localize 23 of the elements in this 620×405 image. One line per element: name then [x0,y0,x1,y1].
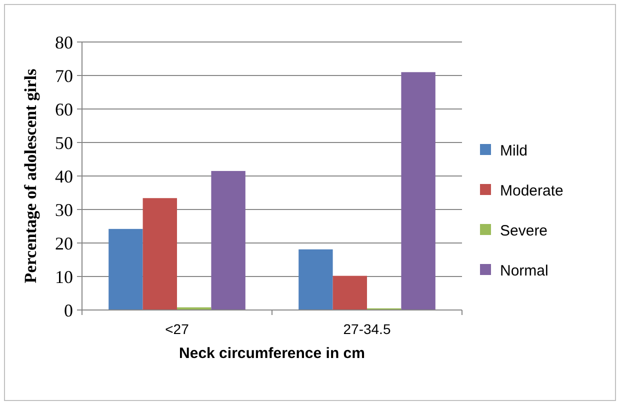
y-tick-label: 50 [55,132,73,153]
y-tick-label: 20 [55,233,73,254]
y-tick-label: 70 [55,66,73,86]
bar [142,198,177,310]
bar [108,228,143,310]
bar [298,249,333,310]
y-tick-label: 30 [55,200,73,220]
legend-label: Severe [500,222,548,240]
y-axis-title: Percentage of adolescent girls [21,68,40,284]
y-tick-label: 40 [55,166,73,186]
bar [211,170,246,310]
x-axis-title: Neck circumference in cm [179,345,365,362]
legend-label: Mild [500,142,528,160]
y-tick-label: 0 [64,300,73,320]
bar [401,72,436,310]
legend-label: Moderate [500,182,564,200]
y-tick-label: 60 [55,99,73,120]
y-tick-label: 80 [55,32,73,52]
bar [332,276,367,310]
x-tick-label: <27 [165,321,190,337]
y-tick-label: 10 [55,266,73,287]
legend-label: Normal [500,262,548,280]
x-tick-label: 27-34.5 [343,321,391,337]
